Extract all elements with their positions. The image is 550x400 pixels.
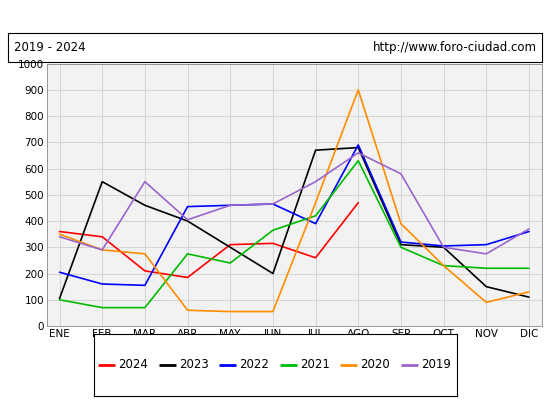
Text: 2021: 2021 — [300, 358, 329, 372]
Text: 2020: 2020 — [360, 358, 390, 372]
Text: 2019 - 2024: 2019 - 2024 — [14, 41, 85, 54]
Text: http://www.foro-ciudad.com: http://www.foro-ciudad.com — [372, 41, 536, 54]
Text: 2023: 2023 — [179, 358, 208, 372]
Text: Evolucion Nº Turistas Nacionales en el municipio de Loarre: Evolucion Nº Turistas Nacionales en el m… — [60, 9, 490, 24]
Text: 2019: 2019 — [421, 358, 450, 372]
Text: 2024: 2024 — [118, 358, 148, 372]
Text: 2022: 2022 — [239, 358, 269, 372]
